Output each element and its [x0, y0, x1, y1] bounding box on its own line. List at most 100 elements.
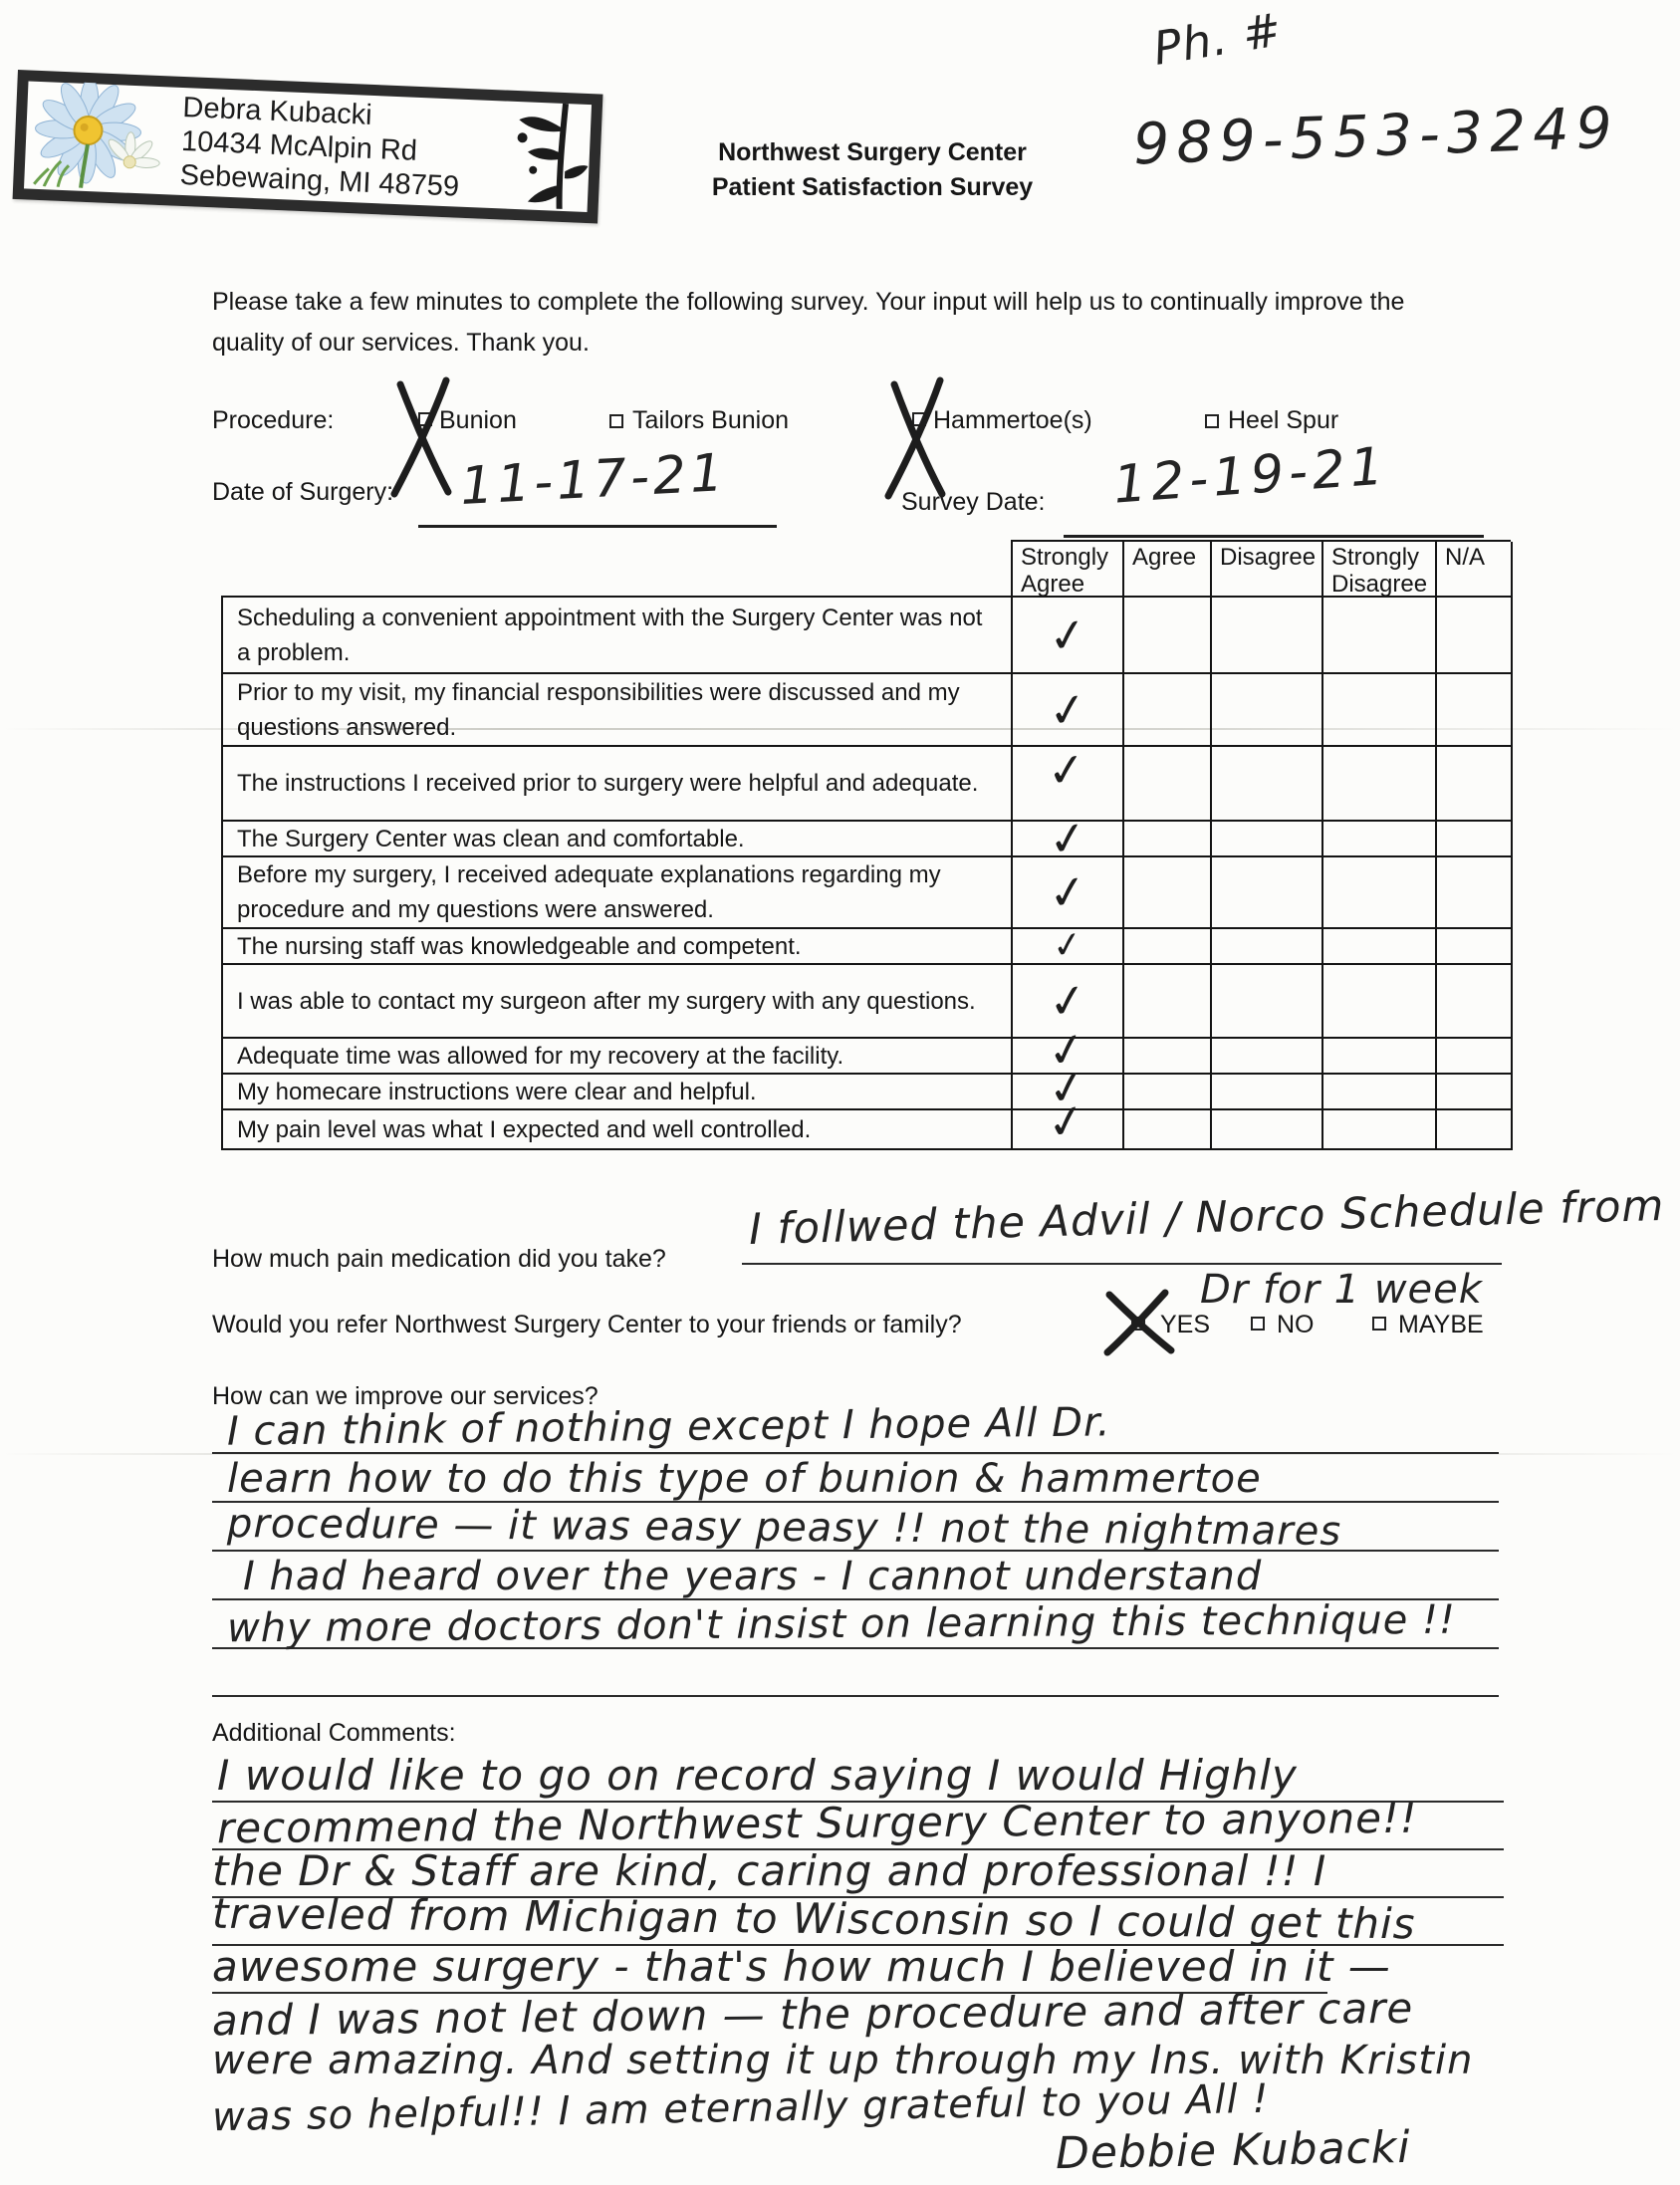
checkbox-bunion — [418, 412, 432, 426]
cell-agree — [1124, 747, 1212, 822]
checkmark: ✓ — [1042, 1092, 1090, 1152]
cell-strongly-disagree — [1323, 1075, 1437, 1110]
cell-na — [1437, 747, 1513, 822]
cell-disagree — [1212, 965, 1323, 1039]
table-question: Adequate time was allowed for my recover… — [223, 1039, 1013, 1075]
procedure-option-bunion: Bunion — [439, 406, 517, 434]
ruled-line — [212, 1452, 1499, 1454]
handwritten-pain-answer-1: I follwed the Advil / Norco Schedule fro… — [748, 1180, 1665, 1256]
table-question: Before my surgery, I received adequate e… — [223, 857, 1013, 929]
ruled-line — [212, 1896, 1504, 1898]
checkmark: ✓ — [1043, 1058, 1090, 1117]
cell-disagree — [1212, 929, 1323, 965]
ruled-line — [212, 1550, 1499, 1552]
table-question: The Surgery Center was clean and comfort… — [223, 822, 1013, 857]
x-mark-hammertoes — [884, 376, 946, 500]
fold-crease — [0, 728, 1680, 730]
checkbox-heel-spur — [1205, 414, 1219, 429]
handwritten-comment-1: I would like to go on record saying I wo… — [217, 1751, 1298, 1800]
ruled-line — [212, 1501, 1499, 1503]
handwritten-signature: Debbie Kubacki — [1055, 2121, 1411, 2180]
improve-label: How can we improve our services? — [212, 1382, 599, 1410]
daisy-flower-icon — [24, 77, 178, 196]
cell-disagree — [1212, 1039, 1323, 1075]
cell-strongly-agree: ✓ — [1013, 857, 1124, 929]
handwritten-comment-7: were amazing. And setting it up through … — [212, 2038, 1474, 2083]
cell-na — [1437, 598, 1513, 674]
cell-strongly-disagree — [1323, 965, 1437, 1039]
cell-agree — [1124, 1075, 1212, 1110]
ruled-line — [212, 1992, 1327, 1994]
survey-title-line2: Patient Satisfaction Survey — [711, 173, 1034, 201]
date-of-surgery-line — [418, 525, 777, 528]
cell-na — [1437, 929, 1513, 965]
cell-agree — [1124, 1039, 1212, 1075]
cell-agree — [1124, 1110, 1212, 1150]
survey-title-line1: Northwest Surgery Center — [718, 138, 1027, 166]
checkbox-yes — [1131, 1317, 1145, 1331]
cell-strongly-disagree — [1323, 822, 1437, 857]
cell-agree — [1124, 674, 1212, 747]
handwritten-pain-answer-2: Dr for 1 week — [1200, 1267, 1483, 1313]
handwritten-comment-3: the Dr & Staff are kind, caring and prof… — [212, 1846, 1327, 1895]
table-question: The nursing staff was knowledgeable and … — [223, 929, 1013, 965]
cell-strongly-disagree — [1323, 857, 1437, 929]
handwritten-improve-4: I had heard over the years - I cannot un… — [243, 1554, 1263, 1599]
cell-strongly-agree: ✓ — [1013, 674, 1124, 747]
table-question: Scheduling a convenient appointment with… — [223, 598, 1013, 674]
cell-na — [1437, 822, 1513, 857]
checkbox-tailors-bunion — [609, 414, 623, 429]
additional-comments-label: Additional Comments: — [212, 1719, 456, 1747]
checkmark: ✓ — [1043, 1020, 1090, 1081]
cell-strongly-disagree — [1323, 674, 1437, 747]
cell-strongly-agree: ✓ — [1013, 740, 1124, 822]
cell-na — [1437, 1039, 1513, 1075]
referral-option-maybe: MAYBE — [1398, 1311, 1484, 1338]
ruled-line — [212, 1647, 1499, 1649]
intro-paragraph: Please take a few minutes to complete th… — [212, 288, 1405, 357]
handwritten-improve-1: I can think of nothing except I hope All… — [226, 1399, 1111, 1455]
cell-na — [1437, 965, 1513, 1039]
cell-disagree — [1212, 1110, 1323, 1150]
cell-strongly-agree: ✓ — [1013, 1020, 1124, 1081]
column-header-agree: Agree — [1124, 542, 1212, 598]
table-question: The instructions I received prior to sur… — [223, 747, 1013, 822]
procedure-option-heel-spur: Heel Spur — [1228, 406, 1339, 434]
table-question: My homecare instructions were clear and … — [223, 1075, 1013, 1110]
referral-option-yes: YES — [1160, 1311, 1211, 1338]
ratings-table: Scheduling a convenient appointment with… — [221, 596, 1513, 1152]
checkmark: ✓ — [1045, 809, 1090, 868]
cell-disagree — [1212, 1075, 1323, 1110]
column-header-na: N/A — [1437, 542, 1513, 598]
handwritten-comment-2: recommend the Northwest Surgery Center t… — [216, 1793, 1418, 1853]
cell-disagree — [1212, 674, 1323, 747]
ink-branch-icon — [491, 99, 592, 215]
cell-disagree — [1212, 598, 1323, 674]
cell-disagree — [1212, 822, 1323, 857]
handwritten-improve-5: why more doctors don't insist on learnin… — [226, 1596, 1457, 1652]
procedure-label: Procedure: — [212, 406, 335, 434]
handwritten-comment-5: awesome surgery - that's how much I beli… — [212, 1942, 1391, 1991]
checkmark: ✓ — [1045, 606, 1090, 664]
ruled-line — [212, 1801, 1504, 1803]
cell-strongly-agree: ✓ — [1013, 598, 1124, 674]
cell-agree — [1124, 598, 1212, 674]
cell-disagree — [1212, 857, 1323, 929]
column-header-disagree: Disagree — [1212, 542, 1323, 598]
column-header-strongly-agree: Strongly Agree — [1013, 542, 1124, 598]
handwritten-phone-number: 989-553-3249 — [1131, 95, 1620, 178]
handwritten-surgery-date: 11-17-21 — [458, 443, 729, 517]
ruled-line — [212, 1848, 1504, 1850]
cell-disagree — [1212, 747, 1323, 822]
handwritten-improve-2: learn how to do this type of bunion & ha… — [227, 1456, 1262, 1502]
pain-medication-label: How much pain medication did you take? — [212, 1245, 666, 1273]
checkbox-maybe — [1372, 1317, 1386, 1331]
checkmark: ✓ — [1044, 740, 1088, 799]
checkmark: ✓ — [1045, 862, 1090, 922]
return-address-label: Debra Kubacki 10434 McAlpin Rd Sebewaing… — [12, 70, 603, 224]
fold-crease — [0, 1453, 1680, 1455]
checkbox-no — [1251, 1317, 1265, 1331]
address-text-block: Debra Kubacki 10434 McAlpin Rd Sebewaing… — [173, 91, 496, 205]
cell-strongly-disagree — [1323, 1039, 1437, 1075]
